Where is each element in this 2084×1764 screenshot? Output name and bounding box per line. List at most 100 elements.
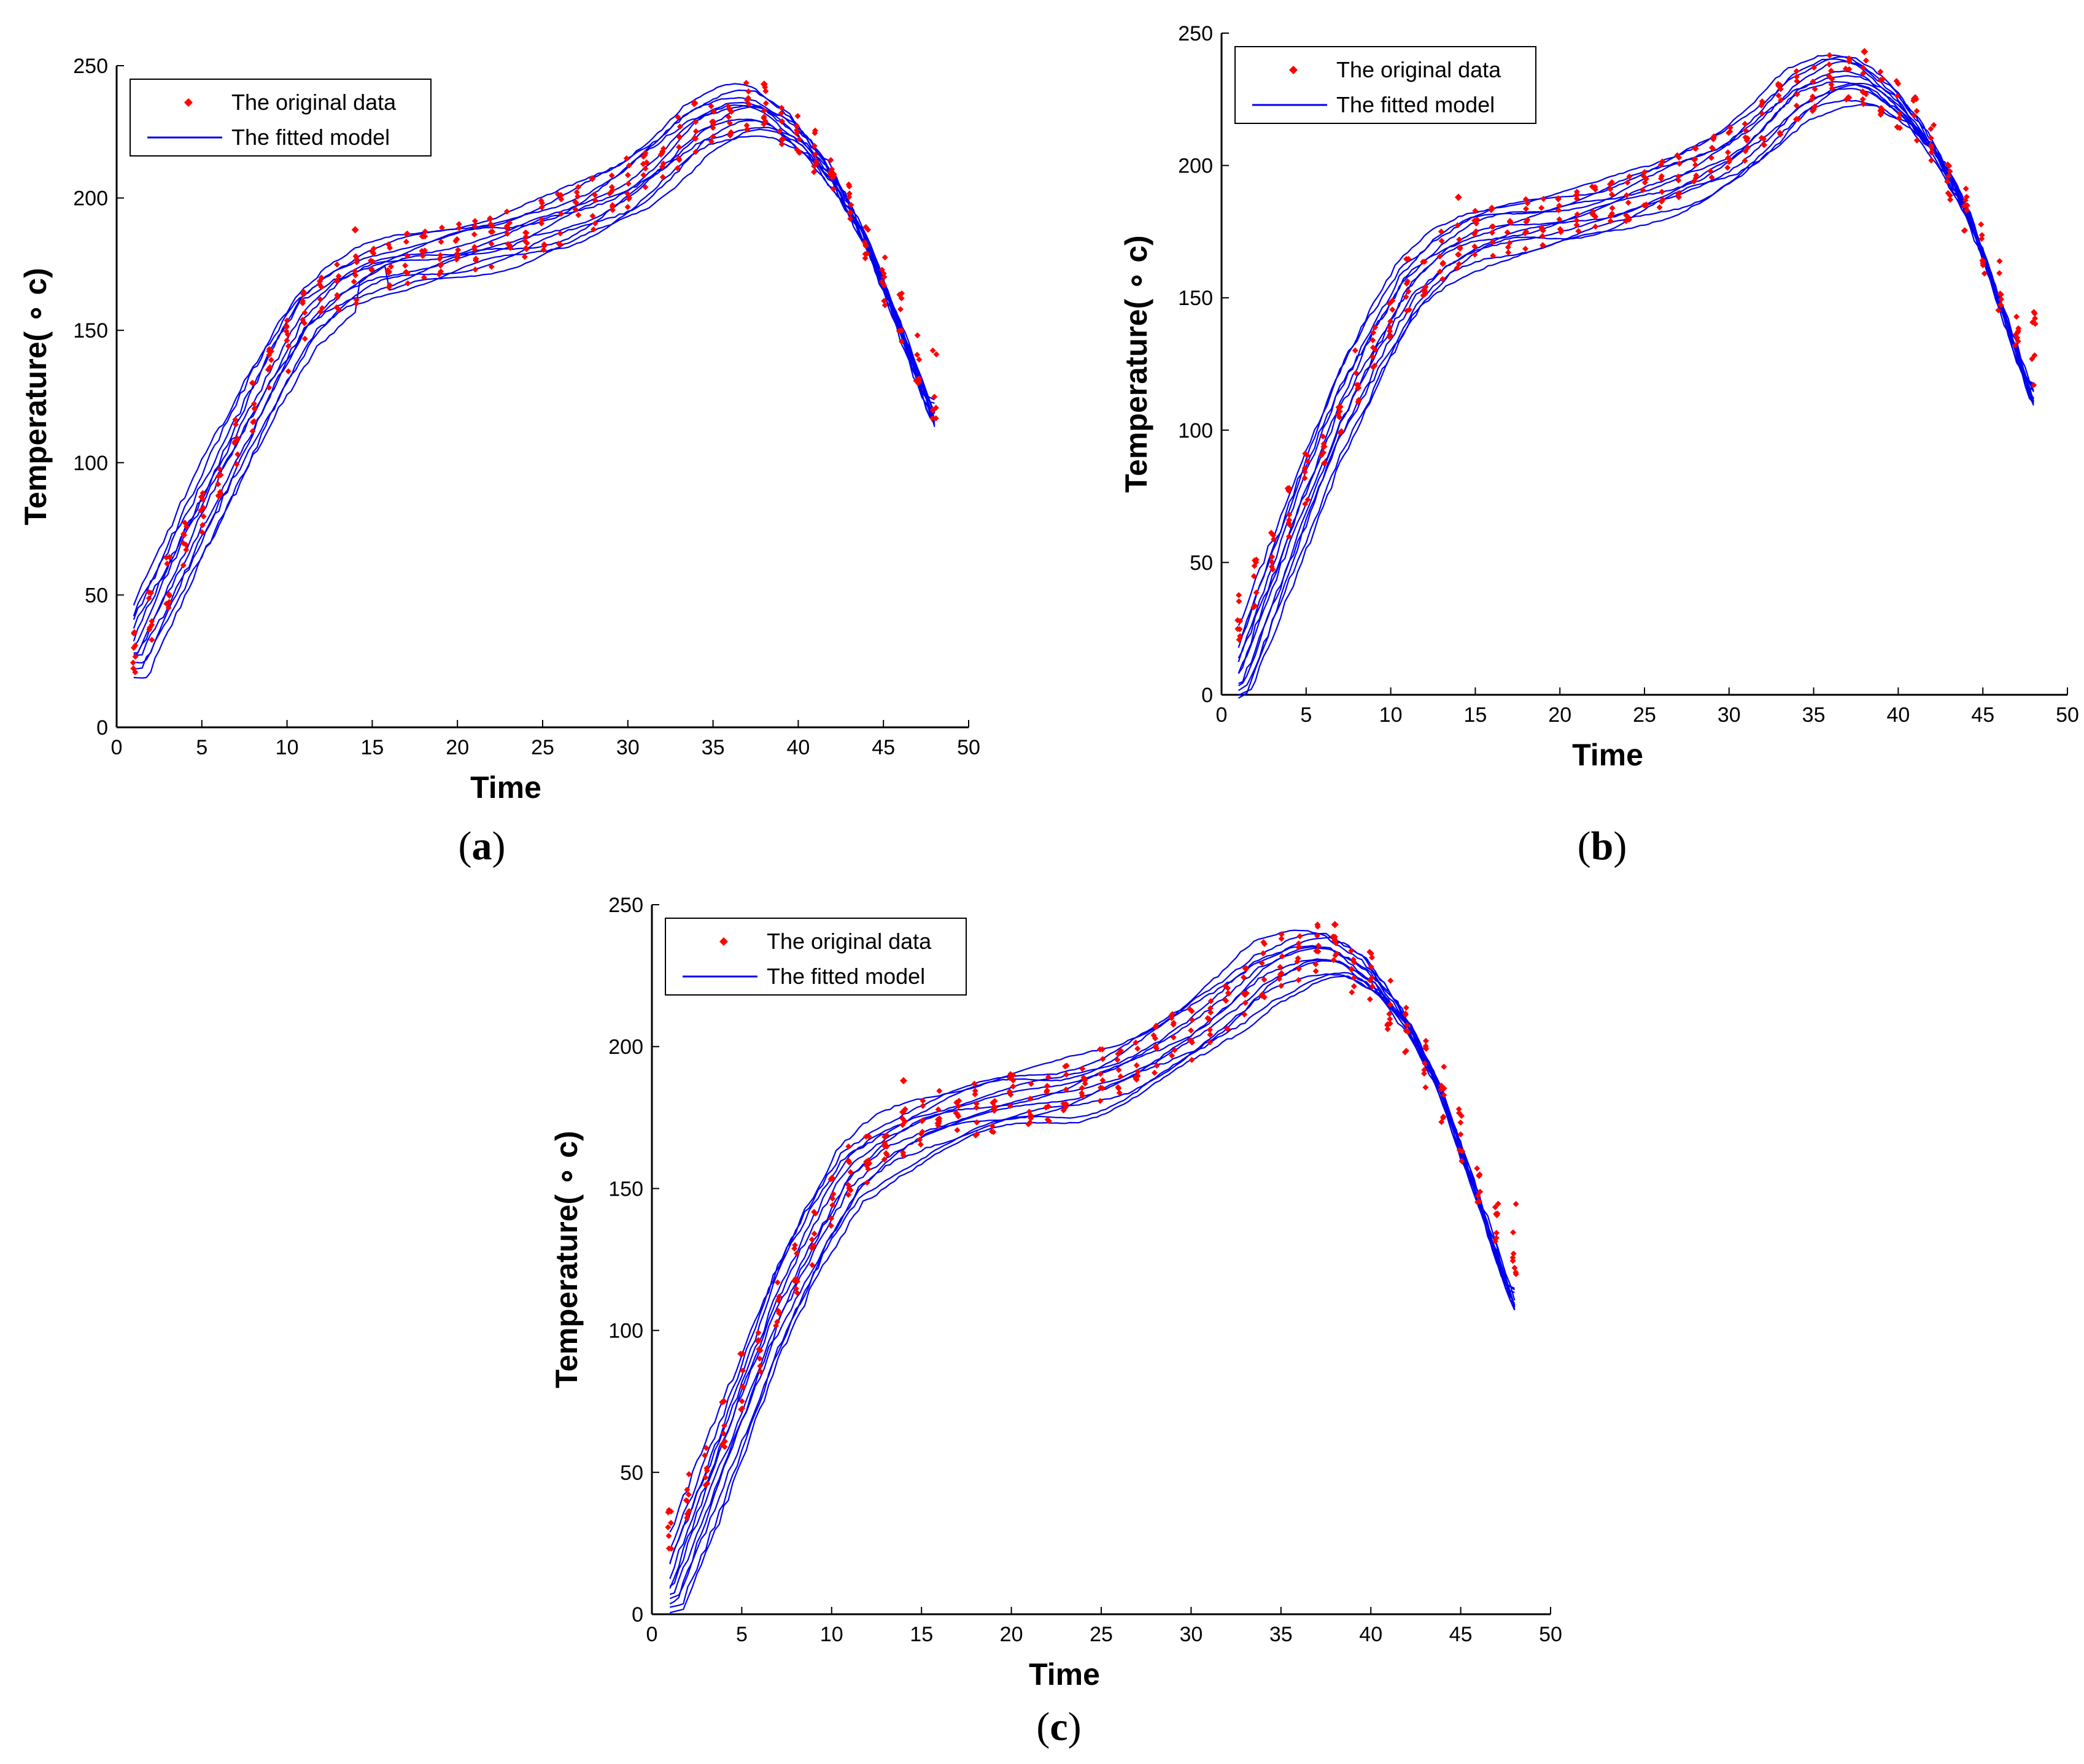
original-data-point (1623, 192, 1630, 199)
original-data-point (625, 180, 632, 187)
original-data-point (1538, 204, 1545, 211)
original-data-point (199, 522, 206, 528)
original-data-point (1171, 1046, 1178, 1053)
original-data-point (989, 1123, 996, 1129)
y-tick-label: 100 (73, 452, 108, 475)
original-data-point (1422, 1037, 1429, 1044)
original-data-point (1998, 296, 2005, 303)
original-data-point (1724, 149, 1731, 156)
original-data-point (1707, 168, 1714, 174)
original-data-point (1188, 1008, 1195, 1015)
x-tick-label: 25 (531, 736, 554, 759)
original-data-point (1488, 207, 1495, 214)
x-tick-label: 45 (1449, 1623, 1473, 1646)
original-data-point (691, 101, 697, 107)
original-data-point (1026, 1119, 1033, 1126)
original-data-point (1420, 258, 1427, 265)
original-data-point (1134, 1069, 1141, 1075)
original-data-point (1513, 1269, 1519, 1275)
original-data-point (1285, 533, 1292, 540)
fitted-model-line (133, 104, 935, 648)
original-data-point (199, 529, 206, 536)
original-data-point (1436, 268, 1443, 275)
original-data-point (1592, 223, 1599, 230)
original-data-point (1913, 107, 1920, 114)
original-data-point (1312, 961, 1319, 968)
original-data-point (1457, 244, 1463, 250)
original-data-point (266, 364, 273, 371)
original-data-point (1860, 64, 1867, 71)
original-data-point (846, 194, 853, 201)
x-tick-label: 30 (1179, 1623, 1203, 1646)
original-data-point (1301, 474, 1308, 481)
original-data-point (333, 278, 340, 285)
original-data-point (1301, 468, 1308, 475)
original-data-point (1207, 1005, 1214, 1012)
original-data-point (665, 1533, 672, 1539)
original-data-point (1384, 1021, 1391, 1027)
original-data-point (1659, 188, 1665, 195)
original-data-point (368, 266, 374, 273)
original-data-point (1296, 933, 1303, 940)
original-data-point (1709, 144, 1716, 151)
x-tick-label: 0 (1216, 703, 1228, 727)
original-data-point (1997, 290, 2004, 297)
original-data-point (164, 560, 171, 567)
original-data-point (1261, 977, 1268, 983)
original-data-point (640, 153, 647, 160)
original-data-point (1207, 1039, 1214, 1046)
original-data-point (878, 266, 885, 273)
original-data-point (1794, 91, 1800, 98)
legend-entry-fitted-model: The fitted model (1336, 92, 1495, 117)
original-data-point (863, 1158, 870, 1165)
panel-c-x-axis-label: Time (1029, 1657, 1100, 1692)
original-data-point (1676, 190, 1683, 196)
original-data-point (755, 1329, 762, 1336)
x-tick-label: 10 (276, 736, 299, 759)
original-data-point (1457, 1131, 1464, 1138)
original-data-point (1809, 107, 1816, 114)
original-data-point (745, 88, 752, 95)
original-data-point (1692, 156, 1699, 163)
panel-b-legend (1234, 46, 1536, 124)
original-data-point (1510, 1250, 1517, 1257)
original-data-point (1490, 223, 1497, 230)
original-data-point (234, 436, 241, 443)
original-data-point (881, 1156, 888, 1162)
original-data-point (1236, 626, 1243, 633)
fitted-model-line (133, 135, 935, 664)
original-data-point (1322, 459, 1328, 466)
original-data-point (1080, 1074, 1087, 1081)
original-data-point (1997, 302, 2004, 309)
original-data-point (1027, 1095, 1034, 1102)
original-data-point (556, 241, 562, 247)
original-data-point (1540, 196, 1547, 203)
original-data-point (761, 107, 767, 114)
original-data-point (846, 183, 853, 190)
original-data-point (972, 1088, 978, 1094)
y-tick-label: 0 (632, 1603, 643, 1627)
x-tick-label: 5 (736, 1623, 748, 1646)
original-data-point (794, 146, 800, 153)
x-tick-label: 40 (1359, 1623, 1382, 1646)
original-data-point (1438, 1086, 1444, 1093)
original-data-point (1471, 217, 1478, 224)
original-data-point (1826, 61, 1832, 68)
original-data-point (200, 513, 207, 520)
original-data-point (1007, 1070, 1014, 1077)
original-data-point (1793, 68, 1800, 74)
original-data-point (487, 228, 494, 235)
original-data-point (1759, 98, 1765, 105)
original-data-point (1945, 173, 1951, 180)
original-data-point (1268, 559, 1275, 565)
y-tick-label: 150 (608, 1177, 643, 1201)
original-data-point (452, 238, 459, 244)
panel-b-caption: (b) (1578, 824, 1627, 868)
original-data-point (760, 80, 768, 88)
original-data-point (1368, 975, 1375, 981)
original-data-point (1295, 965, 1302, 972)
original-data-point (1285, 520, 1292, 527)
original-data-point (132, 669, 139, 676)
original-data-point (1454, 222, 1461, 229)
original-data-point (1438, 238, 1445, 244)
